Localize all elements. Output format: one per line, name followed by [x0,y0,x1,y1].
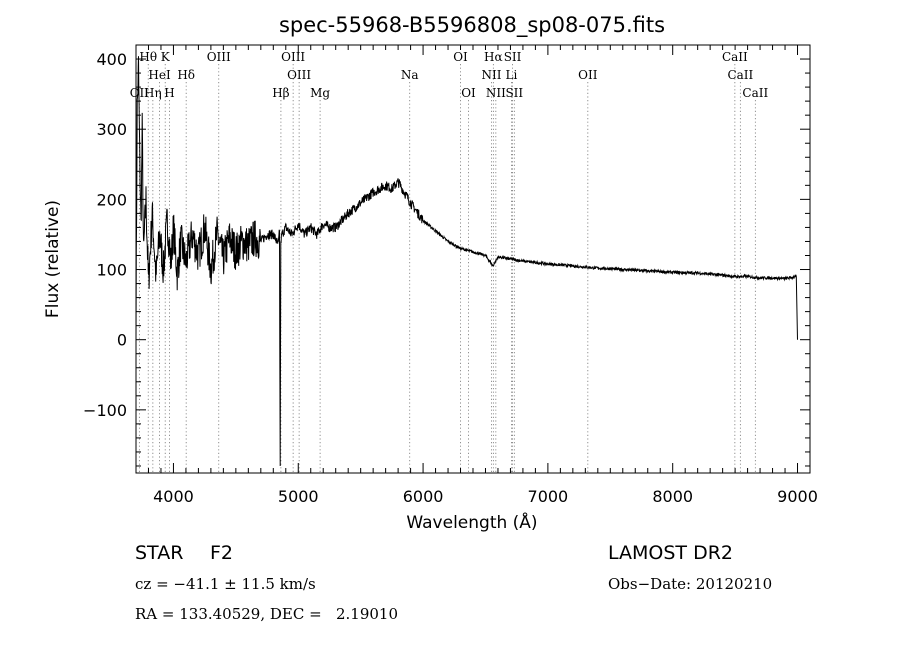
line-label: Li [506,68,518,82]
line-label: Hθ [139,50,157,64]
y-tick-label: −100 [83,401,127,420]
line-label: NII [481,68,501,82]
line-label: Hα [484,50,503,64]
emission-line-markers [138,64,756,473]
line-label: OIII [207,50,231,64]
y-tick-label: 300 [96,120,127,139]
line-label: SII [505,86,523,100]
line-label: OI [453,50,468,64]
object-class: STAR [135,542,184,564]
y-tick-label: 400 [96,50,127,69]
line-label: OIII [287,68,311,82]
y-tick-label: 100 [96,261,127,280]
line-label: Hδ [177,68,195,82]
y-tick-label: 0 [117,331,127,350]
observation-date: Obs−Date: 20120210 [608,575,773,593]
line-label: Mg [310,86,330,100]
line-label: OIII [281,50,305,64]
line-label: HeI [148,68,171,82]
line-label: OI [461,86,476,100]
y-axis-ticks: −100 0 100 200 300 400 [83,44,810,467]
y-tick-label: 200 [96,190,127,209]
line-label: SII [504,50,522,64]
x-axis-label: Wavelength (Å) [406,511,537,533]
line-label: OII [130,86,150,100]
line-label: Na [401,68,419,82]
chart-title: spec-55968-B5596808_sp08-075.fits [279,13,665,38]
y-axis-label: Flux (relative) [43,200,63,318]
line-label: OII [578,68,598,82]
line-label: CaII [742,86,768,100]
line-label: Hη [144,86,162,100]
line-label: Hβ [272,86,289,100]
spectrum-line [136,56,798,467]
redshift-readout: cz = −41.1 ± 11.5 km/s [135,575,316,593]
x-tick-label: 4000 [153,487,194,506]
line-label: H [164,86,174,100]
x-tick-label: 8000 [652,487,693,506]
coordinates-readout: RA = 133.40529, DEC = 2.19010 [135,605,399,623]
survey-name: LAMOST DR2 [608,542,733,564]
x-tick-label: 6000 [403,487,444,506]
line-label: CaII [722,50,748,64]
x-tick-label: 9000 [777,487,818,506]
object-subclass: F2 [210,542,234,564]
line-label: NII [486,86,506,100]
line-label: CaII [727,68,753,82]
x-tick-label: 7000 [528,487,569,506]
x-axis-ticks: 4000 5000 6000 7000 8000 9000 [135,45,818,506]
x-tick-label: 5000 [278,487,319,506]
line-label: K [161,50,171,64]
